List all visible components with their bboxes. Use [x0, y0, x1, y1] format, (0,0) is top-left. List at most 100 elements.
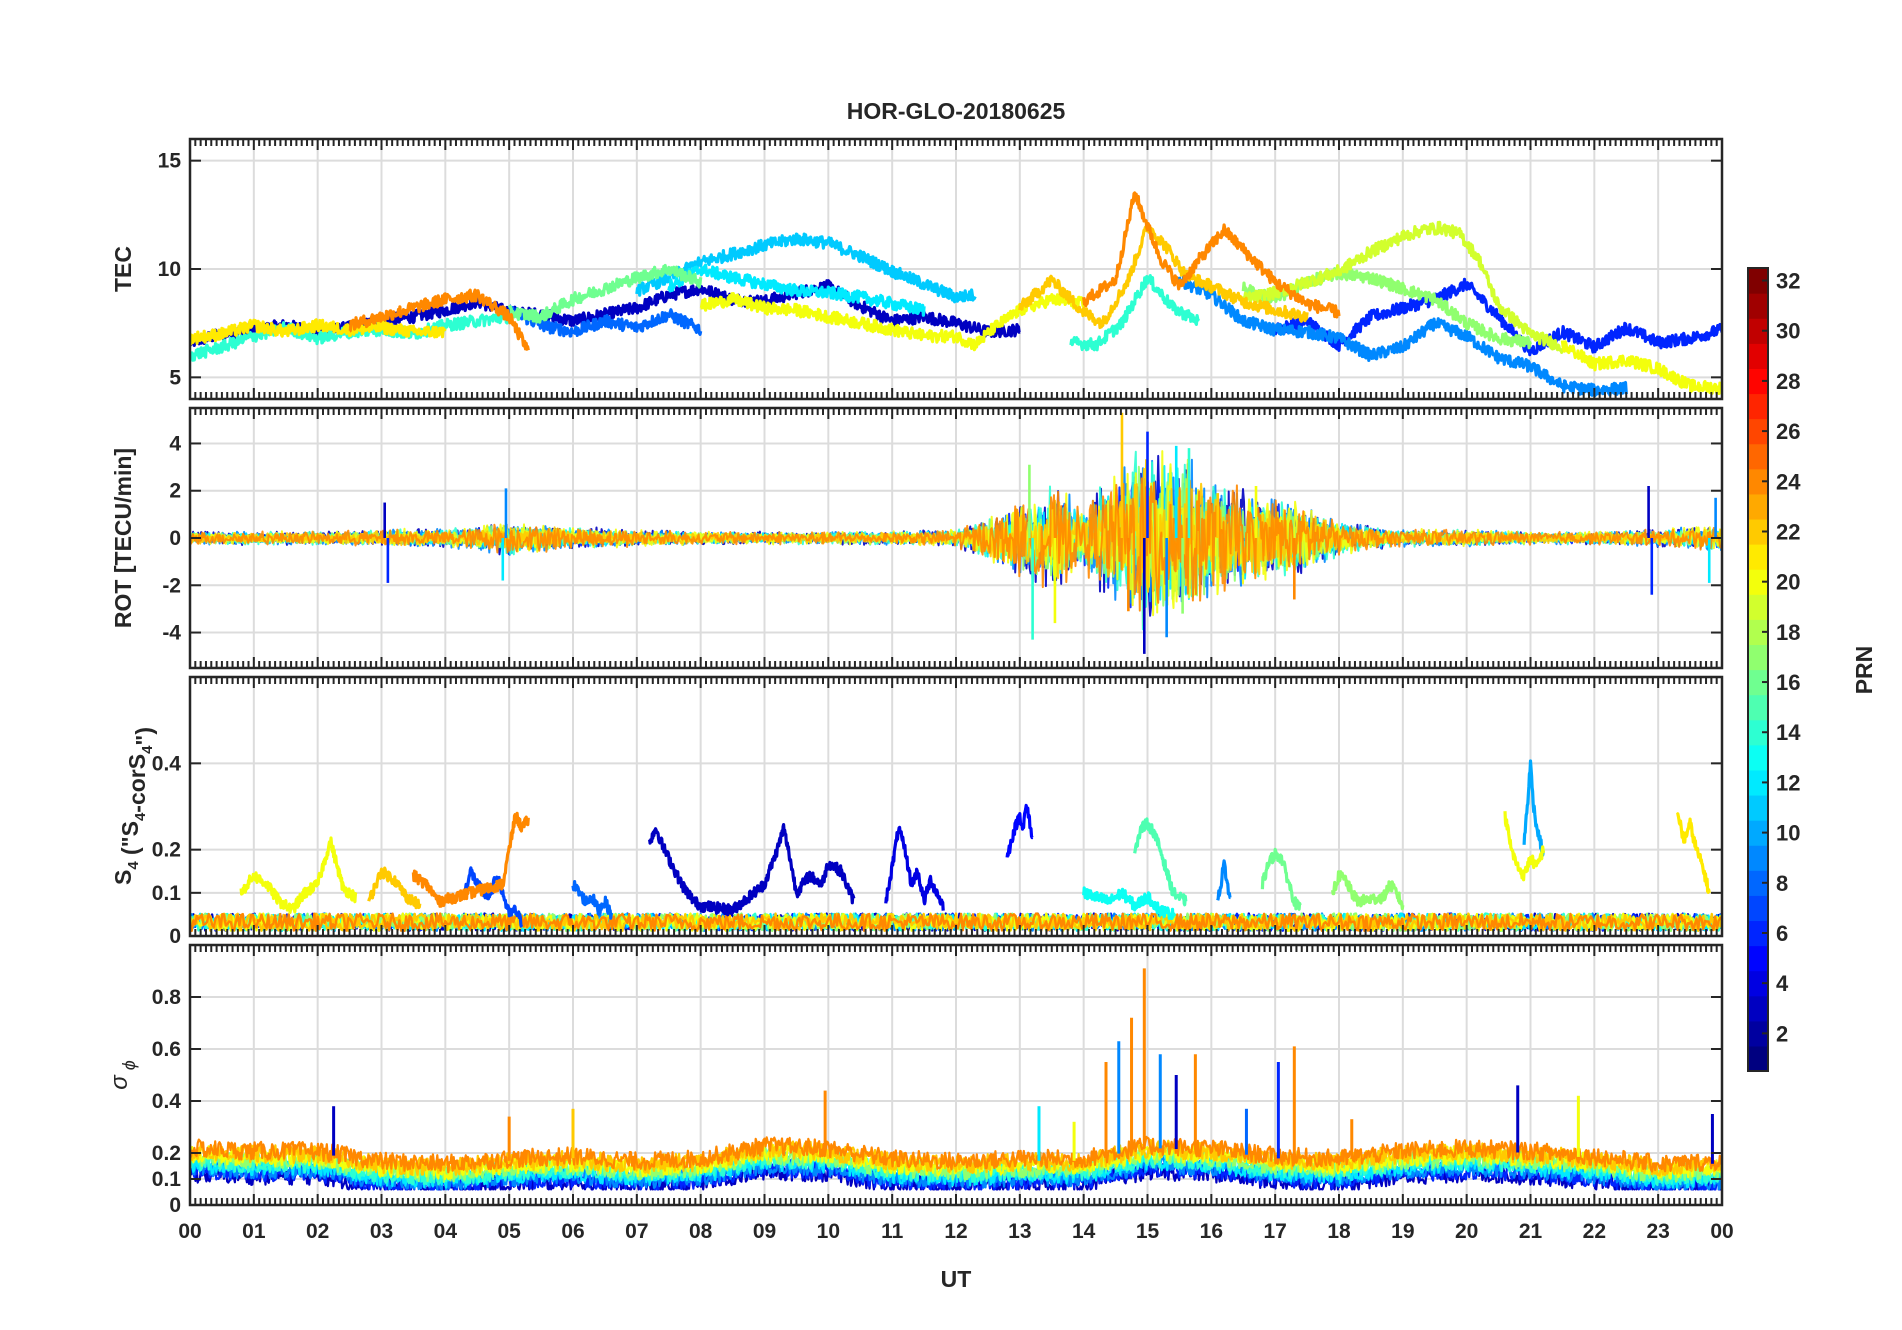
colorbar-segment — [1748, 418, 1768, 445]
series-prn-10 — [1522, 759, 1545, 857]
colorbar-segment — [1748, 995, 1768, 1022]
x-tick-label: 18 — [1327, 1220, 1351, 1243]
x-tick-label: 00 — [1710, 1220, 1733, 1243]
colorbar-tick-label: 32 — [1776, 269, 1800, 294]
series-prn-13 — [1082, 886, 1175, 920]
colorbar-tick-label: 24 — [1776, 469, 1801, 494]
series-prn-8 — [571, 880, 613, 920]
series-prn-11 — [635, 232, 977, 304]
colorbar-segment — [1748, 820, 1768, 846]
colorbar-tick-label: 8 — [1776, 871, 1788, 896]
series-prn-15 — [1133, 817, 1188, 907]
s4-base-prn-24 — [190, 912, 1722, 932]
series-prn-4 — [884, 825, 945, 911]
y-tick-label: 0.4 — [152, 1090, 182, 1113]
x-tick-label: 02 — [306, 1220, 329, 1243]
panel-1: 5 10 15 — [158, 137, 1724, 401]
series-prn-6 — [1273, 277, 1722, 357]
x-tick-label: 13 — [1008, 1220, 1031, 1243]
colorbar-segment — [1748, 544, 1768, 570]
x-tick-label: 07 — [625, 1220, 648, 1243]
colorbar-tick-label: 14 — [1776, 720, 1801, 745]
colorbar-segment — [1748, 945, 1768, 972]
colorbar-tick-label: 6 — [1776, 921, 1788, 946]
y-axis-label-tec: TEC — [110, 246, 136, 292]
panel-4-data — [190, 968, 1722, 1191]
colorbar-segment — [1748, 518, 1768, 545]
panel-3: 0 0.1 0.2 0.4 — [152, 675, 1724, 948]
series-prn-7 — [462, 866, 524, 929]
x-axis: 00 01 02 03 04 05 06 07 08 09 10 11 12 13 14 15 16 17 18 19… — [178, 1220, 1733, 1243]
series-prn-8 — [507, 304, 703, 338]
series-prn-3 — [648, 823, 856, 917]
x-tick-label: 01 — [242, 1220, 266, 1243]
colorbar-segment — [1748, 870, 1768, 896]
x-tick-label: 23 — [1646, 1220, 1669, 1243]
y-axis-label-sigma-phi: σ ϕ — [106, 1060, 139, 1090]
y-tick-label: 15 — [158, 150, 182, 173]
colorbar-segment — [1748, 293, 1768, 319]
panels: 5 10 15 -4 -2 0 2 4 0 0.1 0.2 0.4 0 0.1 0.2 0.4 0.6 0.8 TE… — [106, 137, 1724, 1217]
x-tick-label: 15 — [1136, 1220, 1160, 1243]
colorbar-tick-label: 12 — [1776, 770, 1800, 795]
series-prn-20 — [1503, 811, 1545, 882]
panel-2-data — [190, 412, 1722, 654]
y-tick-label: 0.2 — [152, 1142, 181, 1165]
series-prn-24 — [348, 288, 530, 351]
panel-2-ticks — [189, 408, 1723, 668]
x-tick-label: 11 — [881, 1220, 904, 1243]
colorbar-segment — [1748, 594, 1768, 620]
series-prn-5 — [1005, 803, 1034, 858]
colorbar-tick-label: 2 — [1776, 1021, 1788, 1046]
sigma-trace-prn-22 — [190, 1139, 1722, 1177]
y-tick-label: 0.1 — [152, 882, 182, 905]
colorbar-tick-label: 30 — [1776, 319, 1800, 344]
colorbar-segment — [1748, 268, 1768, 294]
y-tick-label: 0.6 — [152, 1038, 181, 1061]
series-prn-22 — [1018, 222, 1309, 330]
y-tick-label: 10 — [158, 258, 181, 281]
series-prn-9 — [1216, 859, 1232, 901]
y-tick-label: -4 — [162, 622, 181, 645]
colorbar-segment — [1748, 1020, 1768, 1047]
panel-4-ticks — [189, 945, 1723, 1206]
x-tick-label: 21 — [1519, 1220, 1543, 1243]
colorbar-segment — [1748, 895, 1768, 922]
panel-3-grid — [190, 677, 1722, 937]
chart-title: HOR-GLO-20180625 — [847, 98, 1066, 124]
x-tick-label: 17 — [1263, 1220, 1286, 1243]
y-tick-label: 0 — [169, 925, 181, 948]
colorbar-frame — [1747, 267, 1769, 1072]
y-tick-label: 0 — [169, 1194, 181, 1217]
series-prn-14 — [1069, 274, 1201, 352]
colorbar-tick-label: 28 — [1776, 369, 1800, 394]
colorbar-segment — [1748, 920, 1768, 947]
colorbar-tick-label: 10 — [1776, 821, 1800, 846]
colorbar-segment — [1748, 318, 1768, 344]
series-prn-9 — [1177, 274, 1628, 398]
y-axis-label-rot: ROT [TECU/min] — [110, 448, 136, 628]
colorbar-segment — [1748, 443, 1768, 470]
x-tick-label: 16 — [1200, 1220, 1223, 1243]
x-tick-label: 09 — [753, 1220, 776, 1243]
series-prn-16 — [1260, 847, 1302, 911]
colorbar-tick-label: 20 — [1776, 570, 1800, 595]
colorbar-label: PRN — [1851, 646, 1877, 695]
series-prn-16 — [507, 263, 703, 324]
series-prn-20 — [1560, 340, 1722, 395]
y-tick-label: 5 — [169, 366, 181, 389]
x-tick-label: 05 — [497, 1220, 521, 1243]
x-tick-label: 06 — [561, 1220, 584, 1243]
y-tick-label: 0.4 — [152, 752, 182, 775]
series-prn-21 — [1675, 812, 1711, 894]
panel-4: 0 0.1 0.2 0.4 0.6 0.8 — [152, 943, 1724, 1217]
series-prn-12 — [667, 263, 926, 317]
sigma-trace-prn-24 — [190, 1135, 1722, 1174]
colorbar-segment — [1748, 569, 1768, 595]
panel-1-grid — [190, 139, 1722, 399]
x-tick-label: 22 — [1583, 1220, 1606, 1243]
colorbar-tick-label: 4 — [1776, 971, 1789, 996]
panel-2: -4 -2 0 2 4 — [162, 406, 1724, 670]
